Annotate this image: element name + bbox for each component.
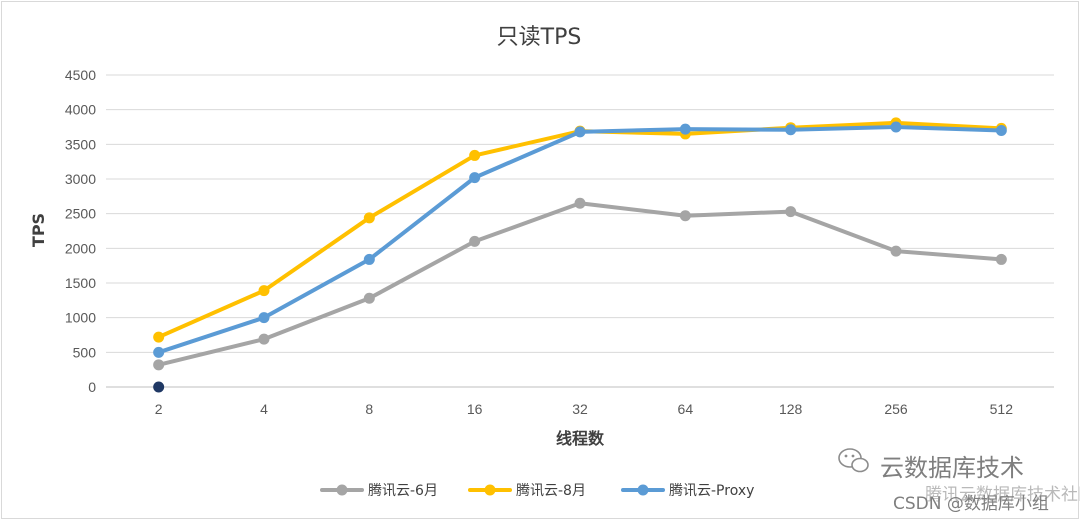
watermark-title: 云数据库技术 <box>880 454 1024 482</box>
data-point <box>995 124 1007 136</box>
data-point <box>679 210 691 222</box>
x-tick-label: 16 <box>467 401 483 417</box>
y-tick-label: 4500 <box>65 67 96 83</box>
data-point <box>363 292 375 304</box>
origin-point <box>153 381 165 393</box>
data-point <box>469 235 481 247</box>
legend-marker <box>484 484 496 496</box>
legend-label: 腾讯云-6月 <box>368 482 438 499</box>
x-tick-label: 64 <box>678 401 694 417</box>
data-point <box>890 245 902 257</box>
y-tick-label: 1000 <box>65 310 96 326</box>
legend-item: 腾讯云-6月 <box>320 482 438 499</box>
data-point <box>363 212 375 224</box>
data-point <box>469 149 481 161</box>
data-point <box>890 121 902 133</box>
x-tick-label: 512 <box>990 401 1014 417</box>
data-point <box>153 346 165 358</box>
legend-marker <box>336 484 348 496</box>
watermark-overlay-text: 腾讯云数据库技术社区 <box>925 485 1080 505</box>
data-point <box>785 124 797 136</box>
data-point <box>258 333 270 345</box>
legend-label: 腾讯云-Proxy <box>669 482 754 499</box>
x-tick-label: 32 <box>572 401 588 417</box>
y-tick-label: 500 <box>73 344 97 360</box>
series-腾讯云-6月 <box>153 197 1007 371</box>
y-tick-label: 3000 <box>65 171 96 187</box>
y-axis-title: TPS <box>29 213 48 247</box>
data-point <box>153 359 165 371</box>
series-line <box>156 201 1004 367</box>
data-point <box>995 253 1007 265</box>
data-point <box>785 206 797 218</box>
data-point <box>679 123 691 135</box>
data-point <box>258 285 270 297</box>
x-tick-label: 2 <box>155 401 163 417</box>
data-point <box>258 312 270 324</box>
legend-marker <box>637 484 649 496</box>
x-axis-ticks: 2 4 8 16 32 64 128 256 512 <box>155 401 1013 417</box>
legend-label: 腾讯云-8月 <box>516 482 586 499</box>
y-axis-ticks: 0 500 1000 1500 2000 2500 3000 3500 4000 4500 <box>65 67 96 395</box>
x-tick-label: 8 <box>365 401 373 417</box>
grid-lines <box>106 74 1054 388</box>
x-tick-label: 128 <box>779 401 803 417</box>
x-axis-title: 线程数 <box>556 429 605 448</box>
legend-item: 腾讯云-8月 <box>468 482 586 499</box>
x-tick-label: 4 <box>260 401 268 417</box>
data-point <box>574 197 586 209</box>
x-tick-label: 256 <box>884 401 908 417</box>
data-point <box>574 126 586 138</box>
y-tick-label: 3500 <box>65 136 96 152</box>
chart-title: 只读TPS <box>497 25 582 50</box>
y-tick-label: 2500 <box>65 206 96 222</box>
data-point <box>363 253 375 265</box>
data-point <box>153 331 165 343</box>
y-tick-label: 2000 <box>65 240 96 256</box>
series-line <box>156 125 1004 355</box>
y-tick-label: 1500 <box>65 275 96 291</box>
data-point <box>469 172 481 184</box>
wechat-icon <box>838 448 869 473</box>
watermark: 云数据库技术 腾讯云数据库技术社区 CSDN @数据库小组 <box>838 448 1080 514</box>
y-tick-label: 0 <box>88 379 96 395</box>
watermark-credit: CSDN @数据库小组 <box>893 494 1049 514</box>
series-lines <box>153 117 1007 393</box>
y-tick-label: 4000 <box>65 102 96 118</box>
legend: 腾讯云-6月 腾讯云-8月 腾讯云-Proxy <box>320 482 754 499</box>
series-腾讯云-Proxy <box>153 121 1007 358</box>
legend-item: 腾讯云-Proxy <box>621 482 754 499</box>
